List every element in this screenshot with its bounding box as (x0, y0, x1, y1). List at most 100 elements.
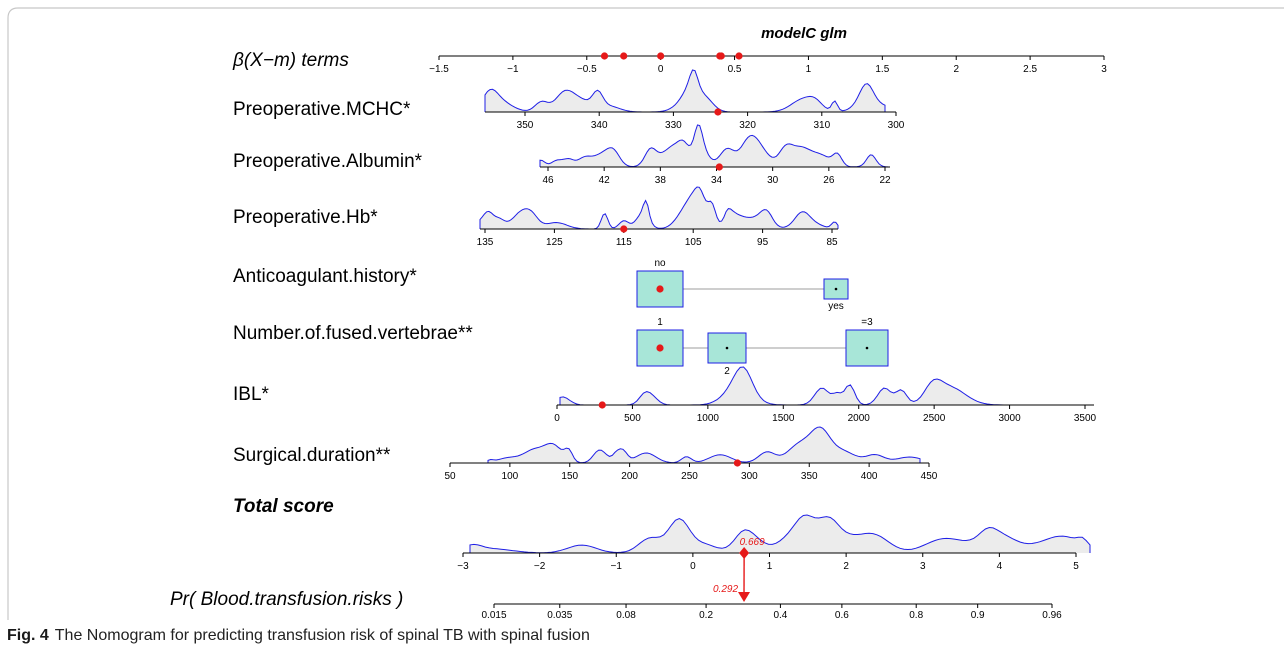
variable-axis-tick-label: 46 (542, 175, 554, 186)
category-label: no (654, 258, 666, 269)
chart-title: modelC glm (761, 25, 847, 42)
probability-arrow-head (738, 592, 750, 602)
total-score-tick-label: 0 (690, 561, 696, 572)
variable-axis-tick-label: 150 (561, 471, 578, 482)
probability-value-label: 0.292 (713, 584, 738, 595)
variable-axis-tick-label: 320 (739, 120, 756, 131)
category-label: yes (828, 301, 844, 312)
beta-axis-tick-label: 1 (806, 64, 812, 75)
density-curve (488, 427, 920, 463)
variable-axis-tick-label: 38 (655, 175, 667, 186)
total-score-tick-label: 2 (843, 561, 849, 572)
row-label-fused-vertebrae: Number.of.fused.vertebrae** (233, 323, 473, 344)
total-score-tick-label: −1 (611, 561, 623, 572)
patient-value-point (599, 401, 606, 408)
category-label: =3 (861, 317, 873, 328)
variable-axis-tick-label: 100 (502, 471, 519, 482)
row-label-mchc: Preoperative.MCHC* (233, 99, 411, 120)
variable-axis-tick-label: 42 (599, 175, 611, 186)
beta-axis-tick-label: −1 (507, 64, 519, 75)
variable-axis-tick-label: 300 (741, 471, 758, 482)
total-score-tick-label: −2 (534, 561, 546, 572)
probability-tick-label: 0.4 (773, 610, 787, 621)
row-label-anticoagulant: Anticoagulant.history* (233, 266, 417, 287)
variable-axis-tick-label: 350 (517, 120, 534, 131)
probability-tick-label: 0.08 (616, 610, 636, 621)
variable-axis-tick-label: 26 (823, 175, 835, 186)
variable-axis-tick-label: 350 (801, 471, 818, 482)
total-score-label: Total score (233, 496, 334, 517)
beta-term-point (718, 52, 725, 59)
probability-tick-label: 0.2 (699, 610, 713, 621)
probability-tick-label: 0.9 (971, 610, 985, 621)
patient-value-point (716, 163, 723, 170)
variable-axis-tick-label: 34 (711, 175, 723, 186)
density-curve (560, 367, 1094, 405)
category-label: 1 (657, 317, 663, 328)
beta-axis-tick-label: 0 (658, 64, 664, 75)
variable-axis-tick-label: 1500 (772, 413, 795, 424)
beta-term-point (657, 52, 664, 59)
variable-axis-tick-label: 22 (879, 175, 891, 186)
category-point (726, 347, 729, 350)
row-label-hb: Preoperative.Hb* (233, 207, 378, 228)
variable-axis-tick-label: 310 (813, 120, 830, 131)
variable-axis-tick-label: 50 (444, 471, 456, 482)
variable-axis-tick-label: 450 (921, 471, 938, 482)
total-score-tick-label: 4 (997, 561, 1003, 572)
beta-axis-tick-label: 3 (1101, 64, 1107, 75)
total-score-density (470, 515, 1090, 553)
total-score-tick-label: 3 (920, 561, 926, 572)
patient-value-point (714, 108, 721, 115)
category-label: 2 (724, 366, 730, 377)
variable-axis-tick-label: 115 (616, 237, 632, 248)
total-score-tick-label: 1 (767, 561, 773, 572)
variable-axis-tick-label: 250 (681, 471, 698, 482)
beta-axis-tick-label: −1.5 (429, 64, 449, 75)
probability-tick-label: 0.8 (909, 610, 923, 621)
beta-term-point (620, 52, 627, 59)
row-label-ibl: IBL* (233, 384, 270, 405)
variable-axis-tick-label: 1000 (697, 413, 720, 424)
variable-axis-tick-label: 3000 (998, 413, 1021, 424)
patient-value-point (620, 225, 627, 232)
category-point (866, 347, 869, 350)
variable-axis-tick-label: 2000 (848, 413, 871, 424)
row-label-surgical-duration: Surgical.duration** (233, 445, 391, 466)
variable-axis-tick-label: 500 (624, 413, 641, 424)
figure-number: Fig. 4 (7, 627, 49, 644)
density-curve (480, 187, 838, 229)
probability-tick-label: 0.96 (1042, 610, 1062, 621)
probability-tick-label: 0.015 (481, 610, 506, 621)
variable-axis-tick-label: 30 (767, 175, 779, 186)
variable-axis-tick-label: 200 (621, 471, 638, 482)
row-label-albumin: Preoperative.Albumin* (233, 151, 423, 172)
category-point (835, 288, 838, 291)
variable-axis-tick-label: 3500 (1074, 413, 1097, 424)
beta-axis-tick-label: 0.5 (728, 64, 742, 75)
total-score-tick-label: −3 (457, 561, 469, 572)
figure-border (8, 8, 1284, 620)
header-label: β(X−m) terms (232, 50, 349, 71)
variable-axis-tick-label: 2500 (923, 413, 946, 424)
beta-axis-tick-label: 2.5 (1023, 64, 1037, 75)
variable-axis-tick-label: 105 (685, 237, 702, 248)
total-score-tick-label: 5 (1073, 561, 1079, 572)
patient-value-point (734, 459, 741, 466)
category-point (656, 285, 663, 292)
variable-axis-tick-label: 400 (861, 471, 878, 482)
variable-axis-tick-label: 300 (888, 120, 905, 131)
total-score-value-label: 0.669 (740, 537, 765, 548)
variable-axis-tick-label: 330 (665, 120, 682, 131)
variable-axis-tick-label: 340 (591, 120, 608, 131)
probability-label: Pr( Blood.transfusion.risks ) (170, 589, 403, 610)
beta-term-point (601, 52, 608, 59)
figure-caption-text: The Nomogram for predicting transfusion … (55, 627, 590, 644)
beta-axis-tick-label: 2 (953, 64, 959, 75)
probability-tick-label: 0.035 (547, 610, 572, 621)
figure-caption: Fig. 4 The Nomogram for predicting transf… (7, 627, 590, 645)
beta-term-point (735, 52, 742, 59)
